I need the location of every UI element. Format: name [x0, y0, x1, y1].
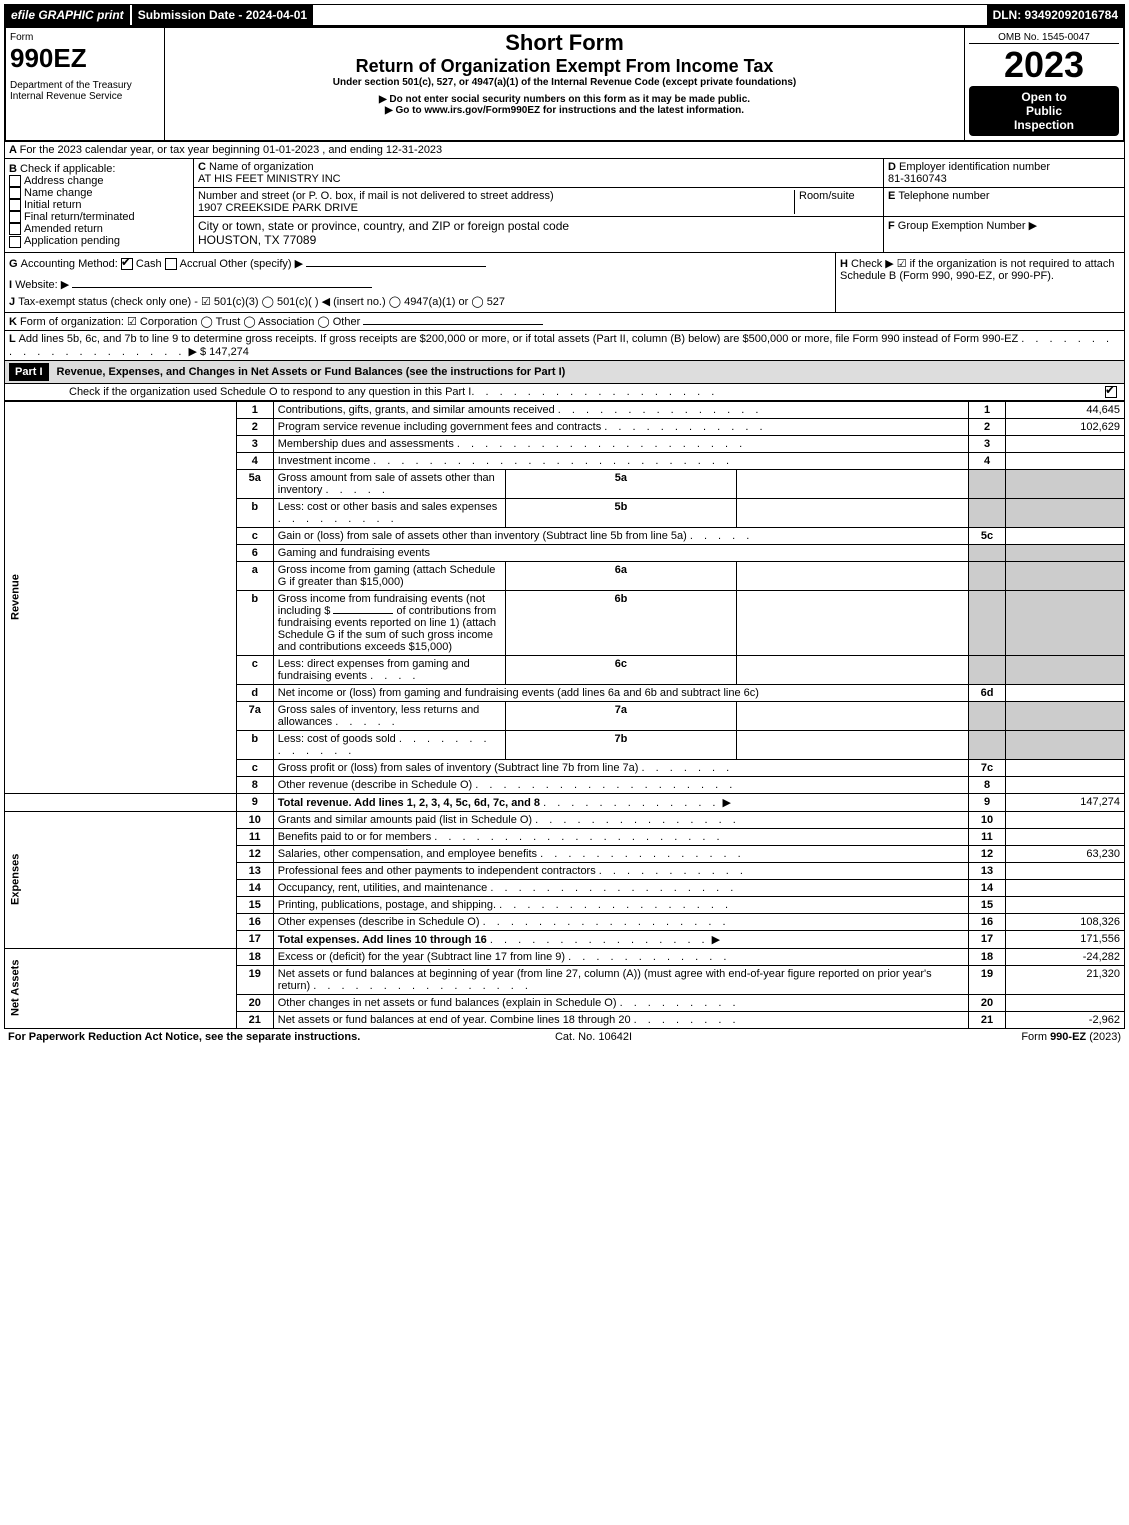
line-10-amount — [1006, 811, 1125, 828]
cat-no: Cat. No. 10642I — [555, 1031, 632, 1043]
sections-b-f: B Check if applicable: Address change Na… — [4, 159, 1125, 253]
form-header: Form 990EZ Department of the Treasury In… — [4, 26, 1125, 142]
form-word: Form — [10, 32, 160, 43]
subtitle: Under section 501(c), 527, or 4947(a)(1)… — [171, 77, 958, 88]
goto-link[interactable]: Go to www.irs.gov/Form990EZ for instruct… — [171, 105, 958, 116]
form-ref: Form 990-EZ (2023) — [1021, 1031, 1121, 1043]
return-title: Return of Organization Exempt From Incom… — [171, 56, 958, 77]
org-name: AT HIS FEET MINISTRY INC — [198, 173, 341, 185]
website-field: Website: ▶ — [15, 279, 69, 291]
line-21-amount: -2,962 — [1006, 1011, 1125, 1028]
sections-g-h-i-j: G Accounting Method: Cash Accrual Other … — [4, 253, 1125, 313]
line-17-amount: 171,556 — [1006, 930, 1125, 948]
expenses-label: Expenses — [5, 811, 237, 948]
line-6d-amount — [1006, 684, 1125, 701]
omb: OMB No. 1545-0047 — [969, 32, 1119, 44]
net-assets-label: Net Assets — [5, 948, 237, 1028]
section-a: A For the 2023 calendar year, or tax yea… — [4, 142, 1125, 159]
ssn-warning: Do not enter social security numbers on … — [171, 94, 958, 105]
tax-exempt-status: Tax-exempt status (check only one) - ☑ 5… — [18, 296, 505, 308]
line-18-amount: -24,282 — [1006, 948, 1125, 965]
line-3-amount — [1006, 435, 1125, 452]
line-11-amount — [1006, 828, 1125, 845]
tax-year: 2023 — [969, 44, 1119, 86]
open-inspection-badge: Open to Public Inspection — [969, 86, 1119, 136]
checkbox-final-return[interactable] — [9, 211, 21, 223]
checkbox-name-change[interactable] — [9, 187, 21, 199]
form-number: 990EZ — [10, 43, 160, 74]
line-12-amount: 63,230 — [1006, 845, 1125, 862]
line-1-amount: 44,645 — [1006, 401, 1125, 418]
section-c: C Name of organizationAT HIS FEET MINIST… — [194, 159, 883, 252]
section-f: F Group Exemption Number ▶ — [884, 217, 1124, 234]
checkbox-address-change[interactable] — [9, 175, 21, 187]
checkbox-application-pending[interactable] — [9, 236, 21, 248]
section-l: L Add lines 5b, 6c, and 7b to line 9 to … — [4, 331, 1125, 361]
section-h: H Check ▶ ☑ if the organization is not r… — [835, 253, 1124, 312]
dept-treasury: Department of the Treasury — [10, 80, 160, 91]
street-address: 1907 CREEKSIDE PARK DRIVE — [198, 202, 358, 214]
submission-date: Submission Date - 2024-04-01 — [130, 5, 313, 25]
checkbox-amended-return[interactable] — [9, 223, 21, 235]
line-15-amount — [1006, 896, 1125, 913]
line-13-amount — [1006, 862, 1125, 879]
checkbox-schedule-o[interactable] — [1105, 386, 1117, 398]
line-4-amount — [1006, 452, 1125, 469]
line-7c-amount — [1006, 759, 1125, 776]
line-8-amount — [1006, 776, 1125, 793]
top-bar: efile GRAPHIC print Submission Date - 20… — [4, 4, 1125, 26]
paperwork-notice: For Paperwork Reduction Act Notice, see … — [8, 1031, 360, 1043]
city-state-zip: HOUSTON, TX 77089 — [198, 233, 316, 247]
short-form-title: Short Form — [171, 30, 958, 56]
line-16-amount: 108,326 — [1006, 913, 1125, 930]
dln: DLN: 93492092016784 — [987, 5, 1124, 25]
checkbox-cash[interactable] — [121, 258, 133, 270]
line-20-amount — [1006, 994, 1125, 1011]
part-i-check: Check if the organization used Schedule … — [4, 384, 1125, 401]
checkbox-accrual[interactable] — [165, 258, 177, 270]
revenue-label: Revenue — [5, 401, 237, 793]
page-footer: For Paperwork Reduction Act Notice, see … — [4, 1029, 1125, 1045]
irs-label: Internal Revenue Service — [10, 91, 160, 102]
room-suite: Room/suite — [794, 190, 879, 214]
line-2-amount: 102,629 — [1006, 418, 1125, 435]
section-k: K Form of organization: ☑ Corporation ◯ … — [4, 313, 1125, 331]
line-14-amount — [1006, 879, 1125, 896]
efile-label[interactable]: efile GRAPHIC print — [5, 5, 130, 25]
section-e: E Telephone number — [884, 188, 1124, 217]
line-19-amount: 21,320 — [1006, 965, 1125, 994]
line-5c-amount — [1006, 527, 1125, 544]
line-9-amount: 147,274 — [1006, 793, 1125, 811]
ein: 81-3160743 — [888, 173, 947, 185]
part-i-table: Revenue 1Contributions, gifts, grants, a… — [4, 401, 1125, 1029]
section-d: D Employer identification number81-31607… — [884, 159, 1124, 188]
checkbox-initial-return[interactable] — [9, 199, 21, 211]
section-b: B Check if applicable: Address change Na… — [5, 159, 194, 252]
part-i-header: Part I Revenue, Expenses, and Changes in… — [4, 361, 1125, 384]
gross-receipts: $ 147,274 — [200, 346, 249, 358]
